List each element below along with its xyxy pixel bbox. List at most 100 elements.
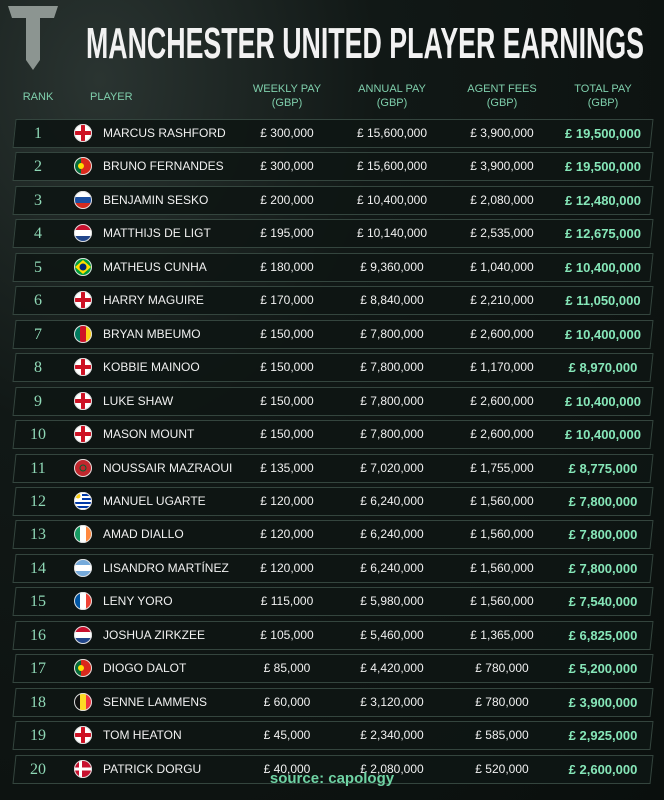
total-pay: £ 5,200,000: [568, 661, 638, 677]
column-unit: (GBP): [587, 97, 619, 109]
pay: £ 120,000: [260, 527, 314, 542]
flag-ring: [74, 558, 92, 577]
column-unit: (GBP): [376, 97, 408, 109]
flag-part: [74, 570, 92, 577]
flag-part: [74, 131, 92, 135]
flag-part: [74, 398, 92, 403]
pay: £ 9,360,000: [360, 259, 424, 274]
row: 13 AMAD DIALLO £ 120,000 £ 6,240,000 £ 1,560…: [0, 520, 664, 549]
flag-ring: [74, 391, 92, 410]
player: BRUNO FERNANDES: [103, 159, 224, 174]
col-player: PLAYER: [90, 91, 133, 103]
flag-part: [74, 493, 92, 496]
rank: 2: [34, 158, 42, 176]
pay: £ 3,900,000: [470, 126, 534, 140]
total-pay: £ 2,925,000: [568, 728, 638, 744]
flag: [74, 458, 92, 477]
flag-part: [80, 324, 86, 343]
pay: £ 7,800,000: [360, 393, 424, 408]
flag-icon: [74, 425, 92, 444]
flag: [74, 625, 92, 644]
pay: £ 1,560,000: [470, 493, 534, 508]
row: 1 MARCUS RASHFORD £ 300,000 £ 15,600,000 £ 3…: [0, 119, 664, 148]
total-pay: £ 8,970,000: [568, 360, 638, 376]
player: AMAD DIALLO: [103, 527, 184, 542]
pay: £ 4,420,000: [360, 661, 424, 676]
flag-icon: [74, 190, 92, 209]
row: 18 SENNE LAMMENS £ 60,000 £ 3,120,000 £ 780,…: [0, 688, 664, 717]
row: 4 MATTHIJS DE LIGT £ 195,000 £ 10,140,000 £ …: [0, 219, 664, 248]
flag-part: [86, 692, 92, 711]
player: LENY YORO: [103, 594, 173, 609]
column-header: TOTAL PAY (GBP): [548, 82, 658, 110]
flag-icon: [74, 759, 92, 778]
flag-icon: [74, 659, 92, 678]
flag-icon: [74, 458, 92, 477]
row: 6 HARRY MAGUIRE £ 170,000 £ 8,840,000 £ 2,21…: [0, 286, 664, 315]
pay: £ 7,020,000: [360, 460, 424, 475]
player: MATHEUS CUNHA: [103, 259, 207, 274]
pay: £ 780,000: [475, 661, 529, 676]
flag-part: [74, 558, 92, 565]
title-banner: MANCHESTER UNITED PLAYER EARNINGS: [8, 6, 644, 70]
rank: 13: [30, 526, 46, 544]
column-label: ANNUAL PAY: [358, 83, 426, 95]
pay: £ 300,000: [260, 126, 314, 140]
rank: 19: [30, 727, 46, 745]
total-pay: £ 8,775,000: [568, 460, 638, 476]
flag: [74, 759, 92, 778]
total-pay: £ 12,675,000: [565, 226, 641, 242]
flag-ring: [74, 157, 92, 176]
flag-part: [79, 464, 87, 471]
flag-icon: [74, 157, 92, 176]
flag: [74, 525, 92, 544]
row: 9 LUKE SHAW £ 150,000 £ 7,800,000 £ 2,600,00…: [0, 387, 664, 416]
pay: £ 7,800,000: [360, 427, 424, 442]
pay: £ 6,240,000: [360, 527, 424, 542]
flag: [74, 257, 92, 276]
row: 5 MATHEUS CUNHA £ 180,000 £ 9,360,000 £ 1,04…: [0, 253, 664, 282]
total-pay: £ 2,600,000: [568, 761, 638, 777]
rank: 9: [34, 392, 42, 410]
player: MASON MOUNT: [103, 427, 195, 442]
flag-ring: [74, 425, 92, 444]
col-rank: RANK: [22, 91, 54, 103]
rank: 18: [30, 693, 46, 711]
flag: [74, 291, 92, 310]
pay: £ 7,800,000: [360, 360, 424, 375]
column-label: WEEKLY PAY: [252, 83, 322, 95]
flag: [74, 558, 92, 577]
flag-part: [74, 458, 92, 477]
flag-part: [74, 767, 92, 771]
flag: [74, 124, 92, 142]
row: 15 LENY YORO £ 115,000 £ 5,980,000 £ 1,560,0…: [0, 587, 664, 616]
flag-part: [80, 692, 86, 711]
flag-part: [74, 637, 92, 644]
flag-ring: [74, 257, 92, 276]
flag-ring: [74, 759, 92, 778]
row: 16 JOSHUA ZIRKZEE £ 105,000 £ 5,460,000 £ 1,…: [0, 621, 664, 650]
rank: 7: [34, 325, 42, 343]
pay: £ 2,080,000: [360, 761, 424, 776]
flag-part: [74, 564, 92, 571]
pay: £ 2,340,000: [360, 728, 424, 743]
column-label: TOTAL PAY: [574, 83, 632, 95]
flag-part: [74, 625, 92, 632]
source: source: capology: [269, 770, 395, 787]
pay: £ 120,000: [260, 493, 314, 508]
row: 8 KOBBIE MAINOO £ 150,000 £ 7,800,000 £ 1,17…: [0, 353, 664, 382]
player: TOM HEATON: [103, 728, 182, 743]
flag-part: [86, 525, 92, 544]
flag-part: [74, 592, 80, 611]
pay: £ 1,365,000: [470, 627, 534, 642]
pay: £ 60,000: [263, 694, 311, 709]
row: 10 MASON MOUNT £ 150,000 £ 7,800,000 £ 2,600…: [0, 420, 664, 449]
rank: 15: [30, 593, 46, 611]
pay: £ 40,000: [263, 761, 311, 776]
pay: £ 1,560,000: [470, 527, 534, 542]
pay: £ 2,600,000: [470, 427, 534, 442]
player: JOSHUA ZIRKZEE: [103, 627, 206, 642]
pay: £ 105,000: [260, 627, 314, 642]
flag: [74, 659, 92, 678]
